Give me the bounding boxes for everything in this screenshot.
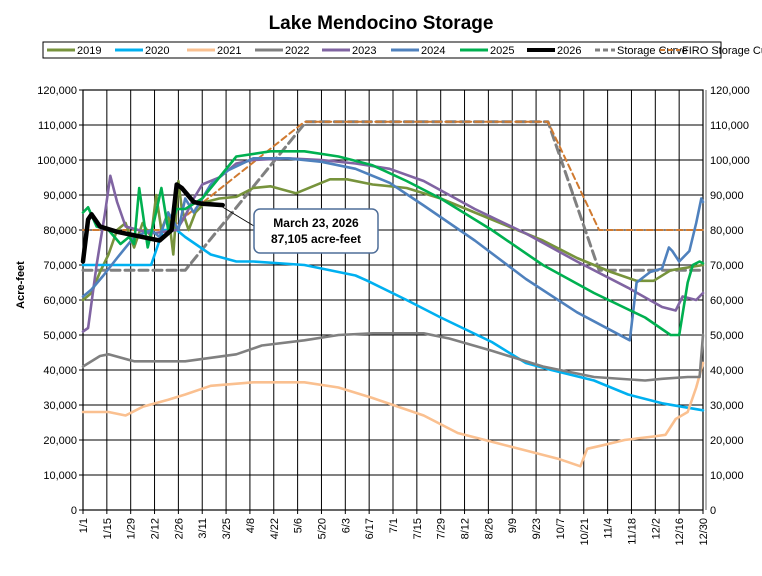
- y-tick-label: 80,000: [43, 225, 77, 237]
- y-tick-label: 70,000: [43, 260, 77, 272]
- y-tick-label-right: 90,000: [710, 190, 744, 202]
- x-axis: 1/1 1/15 1/29 2/12 2/26 3/11 3/25 4/8 4/22 5/6 5/2…: [78, 518, 710, 546]
- x-tick-label: 9/9: [507, 518, 519, 533]
- y-tick-label-right: 100,000: [710, 155, 750, 167]
- y-axis-right: 0 10,000 20,000 30,000 40,000 50,000 60,000 70,…: [710, 85, 750, 517]
- x-tick-label: 8/26: [483, 518, 495, 539]
- callout-arrow: [222, 206, 255, 227]
- y-tick-label: 50,000: [43, 330, 77, 342]
- x-tick-label: 9/23: [531, 518, 543, 539]
- legend-label: 2025: [490, 45, 514, 57]
- y-axis-left: 0 10,000 20,000 30,000 40,000 50,000 60,000 70,…: [37, 85, 77, 517]
- y-tick-label-right: 80,000: [710, 225, 744, 237]
- legend-label: FIRO Storage Curve: [682, 45, 762, 57]
- x-tick-label: 1/15: [102, 518, 114, 539]
- x-tick-label: 6/17: [364, 518, 376, 539]
- x-tick-label: 7/29: [436, 518, 448, 539]
- series-line-2024: [81, 157, 705, 342]
- x-tick-label: 11/18: [626, 518, 638, 545]
- legend: 2019 2020 2021 2022 2023 2024 2025 2026 Storage …: [42, 41, 762, 59]
- x-tick-label: 3/25: [221, 518, 233, 539]
- callout-date: March 23, 2026: [273, 216, 359, 230]
- y-tick-label-right: 50,000: [710, 330, 744, 342]
- x-tick-label: 2/12: [150, 518, 162, 539]
- legend-label: 2021: [217, 45, 241, 57]
- y-tick-label-right: 70,000: [710, 260, 744, 272]
- legend-label: 2023: [352, 45, 376, 57]
- y-tick-label: 120,000: [37, 85, 77, 97]
- series-line-2019: [81, 178, 705, 302]
- callout: March 23, 2026 87,105 acre-feet: [222, 206, 379, 254]
- y-tick-label-right: 0: [710, 505, 716, 517]
- legend-label: 2022: [285, 45, 309, 57]
- legend-label: 2026: [557, 45, 581, 57]
- x-tick-label: 4/22: [269, 518, 281, 539]
- series-line-2025: [81, 150, 705, 337]
- x-tick-label: 12/16: [674, 518, 686, 546]
- y-tick-label: 100,000: [37, 155, 77, 167]
- series-line-2023: [81, 157, 705, 333]
- x-tick-label: 5/6: [293, 518, 305, 533]
- x-tick-label: 10/7: [555, 518, 567, 539]
- y-tick-label-right: 110,000: [710, 120, 749, 132]
- series-line-firo-storage-curve: [82, 120, 704, 231]
- x-tick-label: 7/15: [412, 518, 424, 539]
- y-tick-label-right: 60,000: [710, 295, 744, 307]
- y-tick-label: 10,000: [43, 470, 77, 482]
- y-tick-label: 30,000: [43, 400, 77, 412]
- x-tick-label: 12/30: [698, 518, 710, 546]
- x-tick-label: 3/11: [197, 518, 209, 539]
- x-tick-label: 10/21: [579, 518, 591, 546]
- x-tick-label: 4/8: [245, 518, 257, 533]
- y-tick-label: 0: [71, 505, 77, 517]
- legend-box: [42, 41, 722, 59]
- callout-value: 87,105 acre-feet: [271, 232, 361, 246]
- x-tick-label: 2/26: [173, 518, 185, 539]
- chart-title: Lake Mendocino Storage: [269, 13, 494, 34]
- legend-label: Storage Curve: [617, 45, 688, 57]
- y-tick-label: 110,000: [38, 120, 77, 132]
- series-lines: [80, 120, 705, 468]
- x-tick-label: 11/4: [603, 518, 615, 539]
- x-tick-label: 7/1: [388, 518, 400, 533]
- y-axis-label: Acre-feet: [15, 261, 27, 309]
- y-tick-label-right: 20,000: [710, 435, 744, 447]
- x-tick-label: 6/3: [340, 518, 352, 533]
- y-tick-label: 90,000: [43, 190, 77, 202]
- series-line-2022: [81, 332, 705, 382]
- x-tick-label: 8/12: [460, 518, 472, 539]
- y-tick-label-right: 10,000: [710, 470, 744, 482]
- x-tick-label: 12/2: [650, 518, 662, 539]
- x-tick-label: 1/1: [78, 518, 90, 533]
- legend-label: 2020: [145, 45, 169, 57]
- series-line-2021: [81, 361, 705, 468]
- y-tick-label-right: 120,000: [710, 85, 750, 97]
- y-tick-label: 40,000: [43, 365, 77, 377]
- legend-label: 2019: [77, 45, 101, 57]
- legend-label: 2024: [421, 45, 445, 57]
- y-tick-label: 60,000: [43, 295, 77, 307]
- callout-box: [253, 208, 379, 254]
- y-tick-label: 20,000: [43, 435, 77, 447]
- y-tick-label-right: 30,000: [710, 400, 744, 412]
- x-tick-label: 1/29: [126, 518, 138, 539]
- y-tick-label-right: 40,000: [710, 365, 744, 377]
- series-line-2026: [80, 182, 225, 264]
- x-tick-label: 5/20: [316, 518, 328, 539]
